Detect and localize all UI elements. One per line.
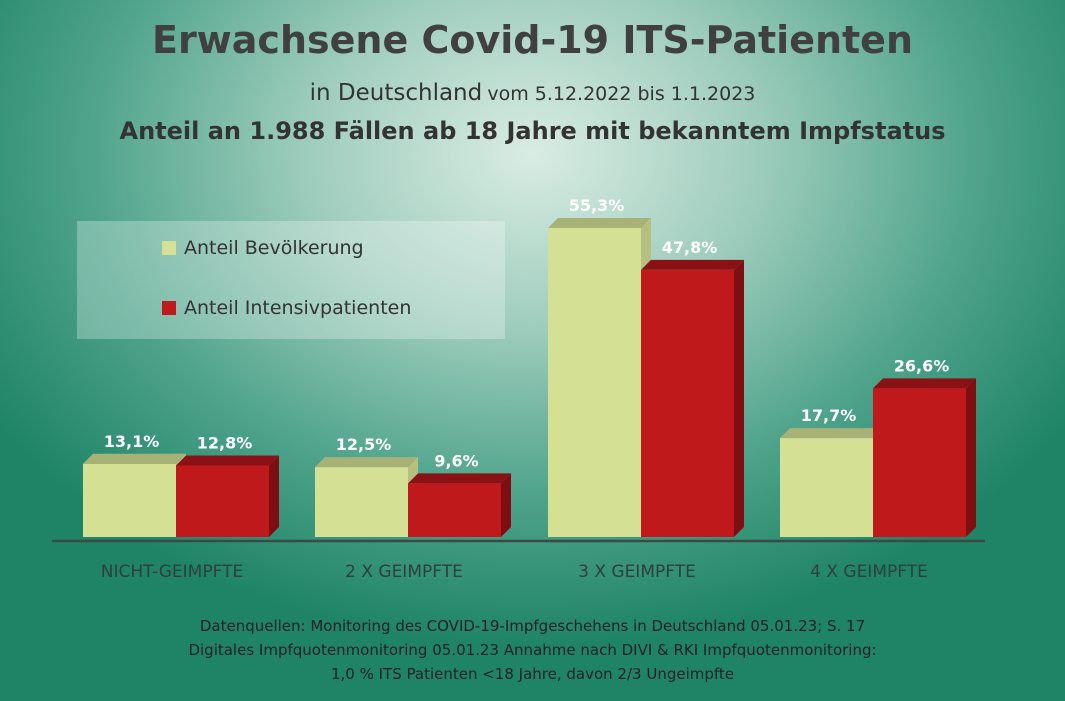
legend-label-icu: Anteil Intensivpatienten	[184, 297, 412, 319]
bar-nicht-geimpfte-s0-top	[83, 453, 186, 464]
bar-4-x-geimpfte-s1-top	[873, 378, 976, 389]
bar-3-x-geimpfte-s0	[548, 228, 641, 537]
bar-4-x-geimpfte-s0-top	[780, 428, 883, 439]
bar-2-x-geimpfte-s1-side	[501, 473, 511, 537]
legend: Anteil Bevölkerung Anteil Intensivpatien…	[77, 221, 505, 339]
category-label-4-x-geimpfte: 4 X GEIMPFTE	[810, 562, 928, 582]
bar-3-x-geimpfte-s1	[641, 269, 734, 537]
footnote-line-3: 1,0 % ITS Patienten <18 Jahre, davon 2/3…	[330, 665, 734, 683]
legend-swatch-icu	[162, 301, 176, 315]
bar-2-x-geimpfte-s0-top	[315, 457, 418, 468]
bar-3-x-geimpfte-s1-top	[641, 259, 744, 270]
chart-subtitle-2: Anteil an 1.988 Fällen ab 18 Jahre mit b…	[119, 117, 946, 145]
bar-2-x-geimpfte-s0	[315, 467, 408, 537]
bar-2-x-geimpfte-s1	[408, 483, 501, 537]
bar-3-x-geimpfte-s0-top	[548, 218, 651, 228]
legend-label-population: Anteil Bevölkerung	[184, 237, 364, 259]
footnote-line-1: Datenquellen: Monitoring des COVID-19-Im…	[199, 617, 866, 635]
category-label-2-x-geimpfte: 2 X GEIMPFTE	[345, 562, 463, 582]
bar-2-x-geimpfte-s1-top	[408, 473, 511, 484]
bar-4-x-geimpfte-s1	[873, 388, 966, 537]
bar-4-x-geimpfte-s1-side	[966, 378, 976, 537]
data-label-4-x-geimpfte-s0: 17,7%	[801, 406, 857, 425]
legend-swatch-population	[162, 241, 176, 255]
data-label-2-x-geimpfte-s1: 9,6%	[434, 451, 478, 470]
bar-4-x-geimpfte-s0	[780, 438, 873, 537]
footnote: Datenquellen: Monitoring des COVID-19-Im…	[0, 614, 1065, 686]
legend-item-icu: Anteil Intensivpatienten	[162, 297, 411, 319]
data-label-2-x-geimpfte-s0: 12,5%	[336, 435, 392, 454]
bar-nicht-geimpfte-s1	[176, 465, 269, 537]
data-label-4-x-geimpfte-s1: 26,6%	[894, 356, 950, 375]
bar-nicht-geimpfte-s0	[83, 463, 176, 537]
footnote-line-2: Digitales Impfquotenmonitoring 05.01.23 …	[188, 641, 877, 659]
bar-nicht-geimpfte-s1-top	[176, 455, 279, 466]
category-label-3-x-geimpfte: 3 X GEIMPFTE	[578, 562, 696, 582]
bar-3-x-geimpfte-s1-side	[734, 259, 744, 537]
chart-title: Erwachsene Covid-19 ITS-Patienten	[151, 18, 914, 62]
category-label-nicht-geimpfte: NICHT-GEIMPFTE	[101, 562, 243, 582]
data-label-3-x-geimpfte-s1: 47,8%	[662, 238, 718, 257]
bar-nicht-geimpfte-s1-side	[269, 455, 279, 537]
data-label-3-x-geimpfte-s0: 55,3%	[569, 196, 625, 215]
data-label-nicht-geimpfte-s1: 12,8%	[197, 433, 253, 452]
data-label-nicht-geimpfte-s0: 13,1%	[104, 432, 160, 451]
subtitle-daterange: vom 5.12.2022 bis 1.1.2023	[487, 83, 756, 105]
legend-item-population: Anteil Bevölkerung	[162, 237, 364, 259]
chart-subtitle: in Deutschland vom 5.12.2022 bis 1.1.202…	[0, 80, 1065, 106]
subtitle-location: in Deutschland	[309, 80, 483, 106]
